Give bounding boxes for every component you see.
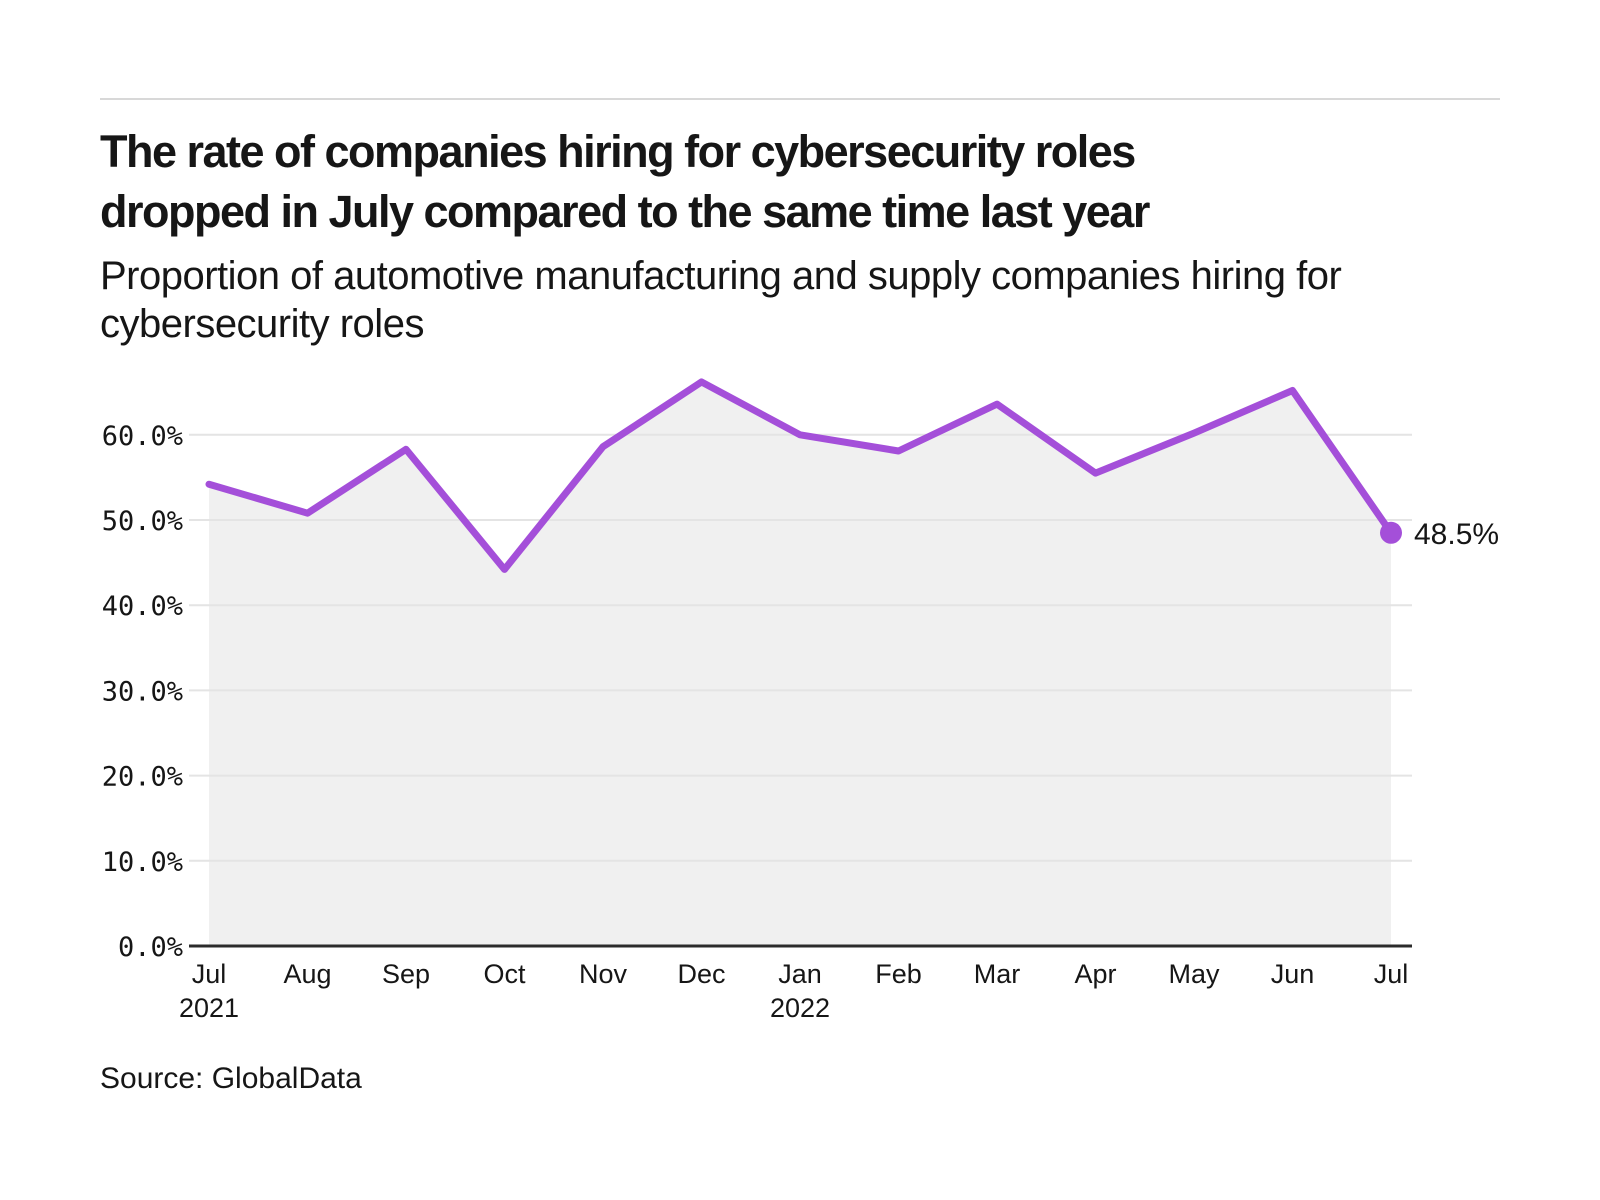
end-point-dot bbox=[1380, 521, 1402, 544]
x-tick-label: Jul bbox=[1374, 959, 1409, 989]
y-tick-label: 0.0% bbox=[118, 932, 183, 963]
page-subtitle-line-1: Proportion of automotive manufacturing a… bbox=[100, 254, 1342, 298]
x-year-label: 2021 bbox=[179, 993, 239, 1023]
x-tick-label: Apr bbox=[1074, 959, 1116, 989]
y-tick-label: 50.0% bbox=[102, 506, 183, 537]
x-tick-label: Aug bbox=[283, 959, 331, 989]
x-year-label: 2022 bbox=[770, 993, 830, 1023]
area-fill bbox=[209, 381, 1391, 946]
x-tick-label: Nov bbox=[579, 959, 628, 989]
x-tick-label: Dec bbox=[677, 959, 725, 989]
y-tick-label: 10.0% bbox=[102, 847, 183, 878]
page-title: The rate of companies hiring for cyberse… bbox=[100, 122, 1150, 242]
x-tick-label: Jun bbox=[1271, 959, 1315, 989]
page-subtitle: Proportion of automotive manufacturing a… bbox=[100, 252, 1342, 348]
end-value-label: 48.5% bbox=[1414, 518, 1499, 551]
top-rule bbox=[100, 98, 1500, 100]
trend-line bbox=[205, 378, 1395, 573]
y-tick-label: 30.0% bbox=[102, 676, 183, 707]
x-tick-label: Jul bbox=[192, 959, 227, 989]
y-tick-label: 20.0% bbox=[102, 762, 183, 793]
x-tick-label: Mar bbox=[974, 959, 1021, 989]
source-note: Source: GlobalData bbox=[100, 1062, 362, 1095]
y-tick-label: 60.0% bbox=[102, 421, 183, 452]
page-title-line-1: The rate of companies hiring for cyberse… bbox=[100, 126, 1136, 177]
y-tick-label: 40.0% bbox=[102, 591, 183, 622]
x-tick-label: Oct bbox=[483, 959, 526, 989]
page-title-line-2: dropped in July compared to the same tim… bbox=[100, 186, 1150, 237]
x-tick-label: Sep bbox=[382, 959, 430, 989]
x-tick-label: Jan bbox=[778, 959, 822, 989]
page-subtitle-line-2: cybersecurity roles bbox=[100, 302, 424, 346]
x-tick-label: Feb bbox=[875, 959, 922, 989]
x-tick-label: May bbox=[1168, 959, 1220, 989]
